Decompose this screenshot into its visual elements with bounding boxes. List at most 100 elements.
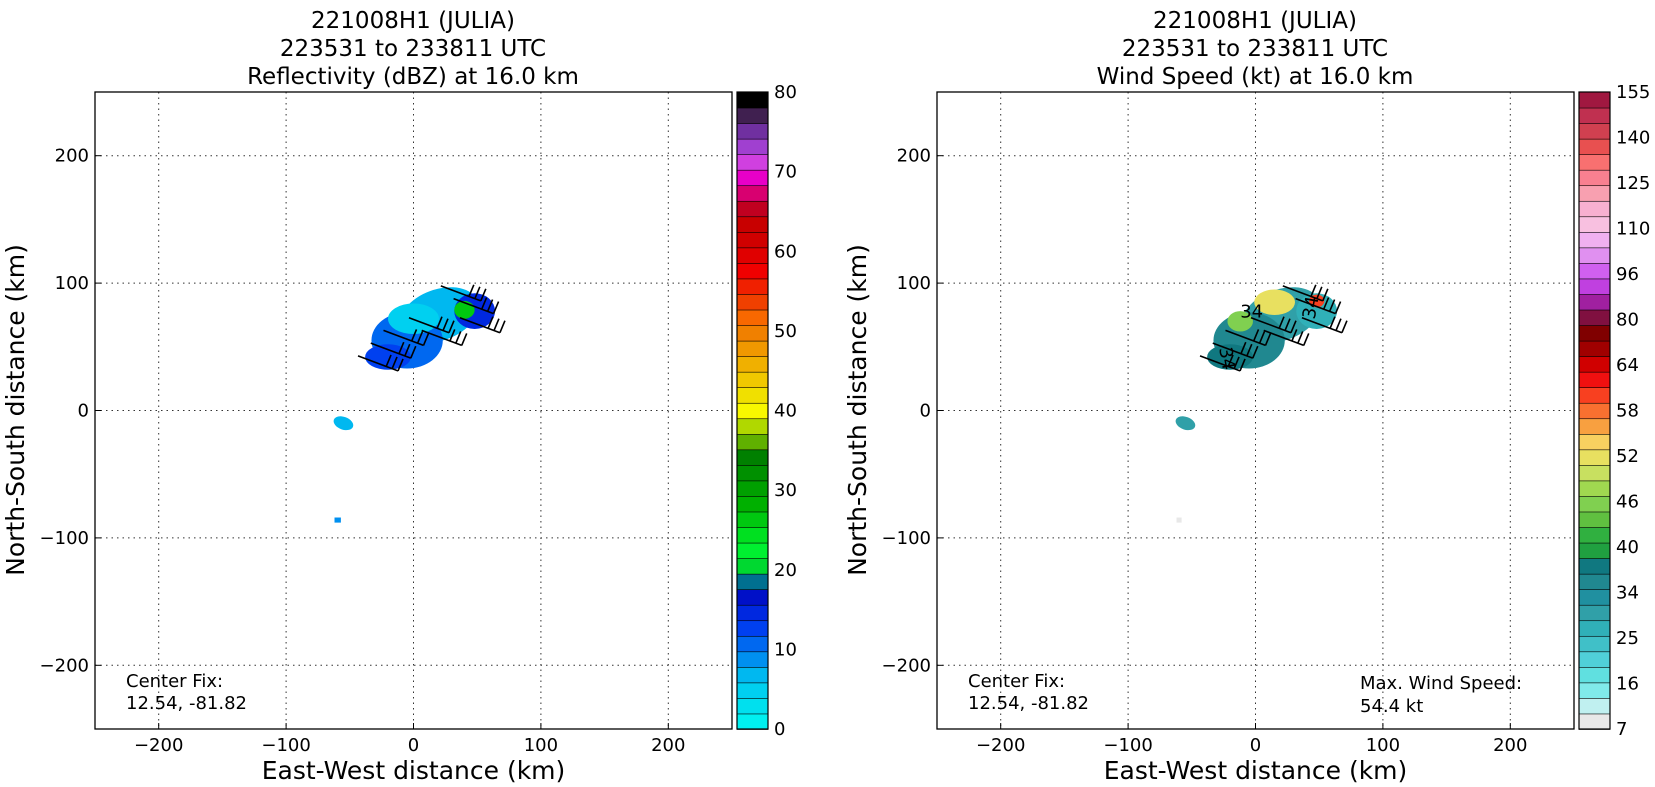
colorbar-segment <box>736 666 769 684</box>
colorbar-segment <box>1578 153 1611 171</box>
wind-barb <box>421 329 468 347</box>
colorbar-frame <box>736 91 769 730</box>
wind-speck <box>1176 517 1182 523</box>
y-tick-label: 0 <box>920 401 931 422</box>
colorbar-segment <box>1578 355 1611 373</box>
colorbar-segment <box>1578 107 1611 124</box>
x-axis-label: East-West distance (km) <box>262 756 566 785</box>
colorbar-tick-label: 96 <box>1616 264 1639 285</box>
x-axis-label: East-West distance (km) <box>1104 756 1408 785</box>
wind-barb <box>1301 316 1348 334</box>
chart-title-line: 223531 to 233811 UTC <box>1122 36 1388 62</box>
colorbar-tick-label: 58 <box>1616 401 1639 422</box>
y-tick-label: −100 <box>882 528 931 549</box>
center-fix-value: 12.54, -81.82 <box>968 693 1089 714</box>
colorbar-segment <box>736 511 769 528</box>
colorbar-segment <box>1578 495 1611 513</box>
chart-title-line: 223531 to 233811 UTC <box>280 36 546 62</box>
wind-barb <box>370 341 417 359</box>
colorbar-segment <box>736 107 769 124</box>
colorbar-segment <box>1578 480 1611 497</box>
colorbar-segment <box>736 402 769 420</box>
colorbar-tick-label: 155 <box>1616 82 1650 103</box>
wind-barb <box>1225 329 1272 347</box>
wind-speed-panel: 221008H1 (JULIA)223531 to 233811 UTCWind… <box>843 8 1650 785</box>
colorbar-tick-label: 80 <box>1616 310 1639 331</box>
colorbar-segment <box>736 309 769 326</box>
colorbar-tick-label: 7 <box>1616 719 1627 740</box>
colorbar-segment <box>1578 215 1611 233</box>
colorbar-segment <box>1578 697 1611 715</box>
max-wind-label: Max. Wind Speed: <box>1360 673 1522 694</box>
colorbar-tick-label: 10 <box>774 639 797 660</box>
colorbar-tick-label: 40 <box>774 401 797 422</box>
colorbar-segment <box>736 122 769 140</box>
colorbar-segment <box>1578 138 1611 155</box>
colorbar-segment <box>736 573 769 590</box>
y-axis-label: North-South distance (km) <box>843 244 872 576</box>
colorbar-segment <box>1578 651 1611 668</box>
colorbar-segment <box>1578 433 1611 451</box>
echo-region <box>1175 416 1196 431</box>
x-tick-label: 0 <box>1250 735 1261 756</box>
colorbar-tick-label: 60 <box>774 241 797 262</box>
x-tick-label: 200 <box>1493 735 1527 756</box>
colorbar-segment <box>736 91 769 109</box>
echo-region <box>365 344 411 370</box>
colorbar-segment <box>736 619 769 637</box>
colorbar-tick-label: 16 <box>1616 674 1639 695</box>
contour-label: 34 <box>1240 301 1263 322</box>
colorbar-segment <box>1578 91 1611 109</box>
center-fix-value: 12.54, -81.82 <box>126 693 247 714</box>
y-tick-label: 200 <box>897 146 931 167</box>
colorbar-tick-label: 46 <box>1616 492 1639 513</box>
colorbar-segment <box>1578 682 1611 699</box>
colorbar-segment <box>736 464 769 482</box>
colorbar-segment <box>1578 293 1611 311</box>
wind-barb <box>383 329 430 347</box>
x-tick-label: 100 <box>1366 735 1400 756</box>
colorbar-segment <box>736 184 769 202</box>
colorbar-segment <box>1578 247 1611 264</box>
colorbar-tick-label: 34 <box>1616 583 1639 604</box>
center-fix-label: Center Fix: <box>968 671 1065 692</box>
colorbar-segment <box>736 635 769 653</box>
colorbar-segment <box>1578 324 1611 342</box>
x-tick-label: 0 <box>408 735 419 756</box>
colorbar-segment <box>1578 417 1611 435</box>
x-tick-label: 200 <box>651 735 685 756</box>
wind-barb <box>357 354 404 372</box>
colorbar-tick-label: 30 <box>774 480 797 501</box>
colorbar-segment <box>736 231 769 249</box>
colorbar-segment <box>736 200 769 218</box>
contour-label: 34 <box>1214 345 1239 371</box>
wind-barb <box>1263 329 1310 347</box>
colorbar-tick-label: 20 <box>774 560 797 581</box>
max-wind-value: 54.4 kt <box>1360 696 1423 717</box>
colorbar-segment <box>736 138 769 155</box>
colorbar-segment <box>1578 184 1611 202</box>
colorbar-tick-label: 0 <box>774 719 785 740</box>
y-tick-label: −100 <box>40 528 89 549</box>
x-tick-label: −200 <box>976 735 1025 756</box>
colorbar-frame <box>1578 91 1611 730</box>
colorbar-segment <box>736 386 769 404</box>
colorbar-segment <box>1578 619 1611 637</box>
y-tick-label: 100 <box>897 273 931 294</box>
colorbar-segment <box>1578 402 1611 420</box>
colorbar-segment <box>1578 449 1611 466</box>
wind-barb <box>440 284 487 302</box>
x-tick-label: −100 <box>1103 735 1152 756</box>
colorbar-segment <box>1578 122 1611 140</box>
wind-barb <box>1212 341 1259 359</box>
colorbar-segment <box>736 247 769 264</box>
colorbar-segment <box>736 713 769 730</box>
colorbar-segment <box>1578 713 1611 730</box>
colorbar-segment <box>736 480 769 497</box>
colorbar-segment <box>1578 557 1611 575</box>
colorbar-segment <box>736 215 769 233</box>
y-tick-label: 100 <box>55 273 89 294</box>
colorbar-segment <box>1578 278 1611 295</box>
colorbar-segment <box>1578 262 1611 280</box>
